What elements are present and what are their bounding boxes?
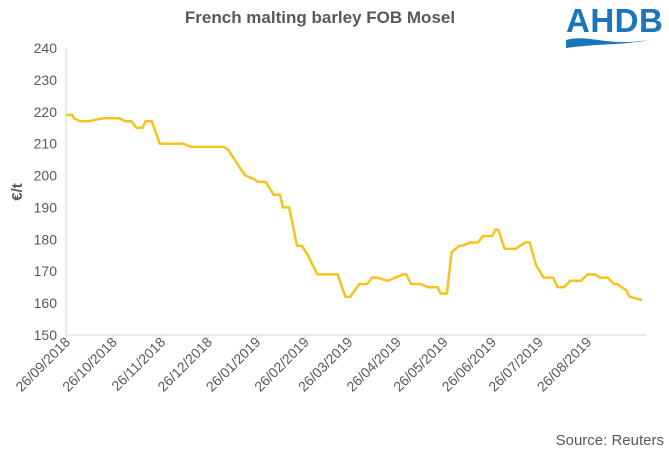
source-text: Source: Reuters [556, 432, 664, 449]
series-points [65, 114, 643, 301]
y-tick-label: 200 [34, 168, 58, 184]
y-tick-label: 240 [34, 40, 58, 56]
logo-wave [566, 37, 662, 48]
series-line-price [66, 113, 643, 302]
y-tick-label: 180 [34, 231, 58, 247]
y-tick-label: 220 [34, 104, 58, 120]
y-axis-label: €/t [9, 183, 26, 201]
logo-text: AHDB [566, 2, 663, 39]
y-tick-label: 190 [34, 199, 58, 215]
y-tick-label: 170 [34, 263, 58, 279]
y-tick-label: 230 [34, 72, 58, 88]
x-tick-marks [65, 335, 588, 340]
y-tick-label: 210 [34, 136, 58, 152]
x-tick-labels: 26/09/201826/10/201826/11/201826/12/2018… [12, 334, 594, 395]
y-tick-label: 160 [34, 295, 58, 311]
chart-title: French malting barley FOB Mosel [185, 8, 455, 27]
y-tick-label: 150 [34, 327, 58, 343]
ahdb-logo: AHDB [566, 2, 663, 48]
y-tick-labels: 150 160 170 180 190 200 210 220 230 240 [34, 40, 58, 343]
